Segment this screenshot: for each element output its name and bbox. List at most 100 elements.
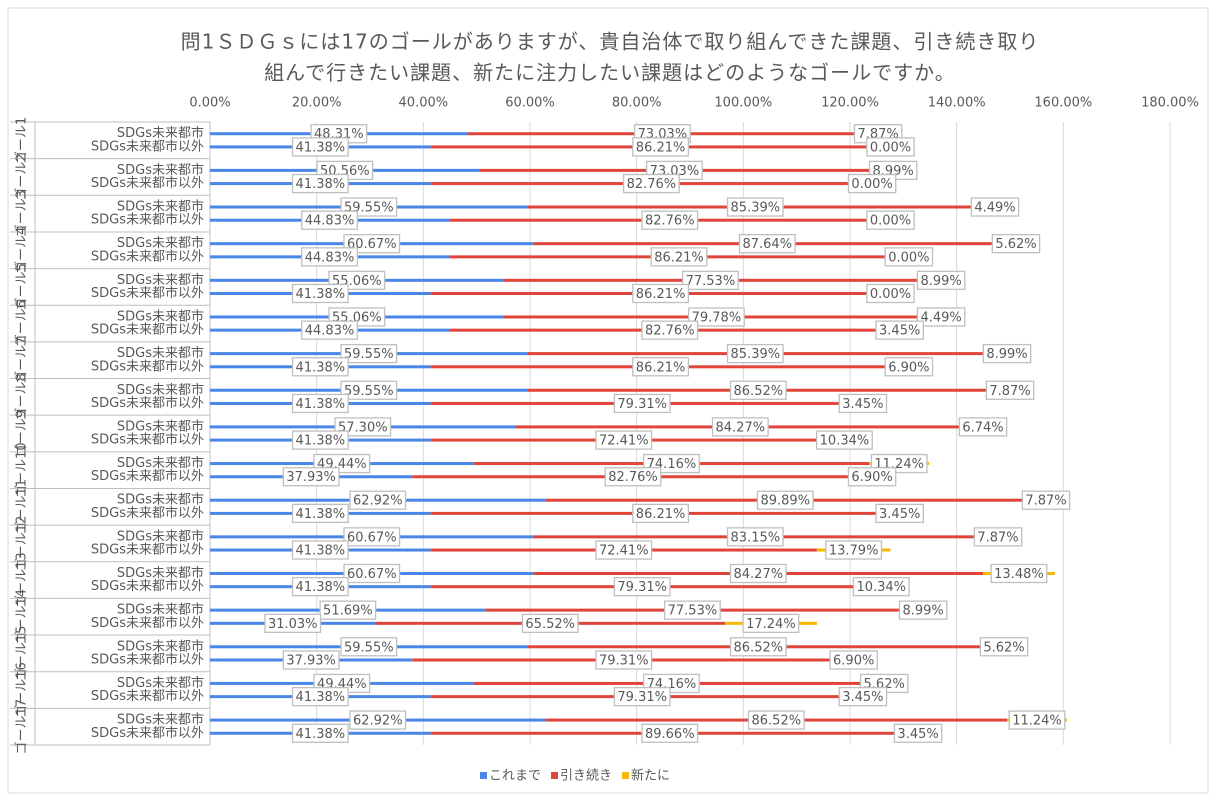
chart-title: 組んで行きたい課題、新たに注力したい課題はどのようなゴールですか。	[264, 61, 956, 85]
data-label: 79.31%	[617, 580, 667, 595]
data-label-box	[632, 283, 690, 304]
data-label: 5.62%	[983, 640, 1024, 655]
data-label: 41.38%	[296, 360, 346, 375]
data-label-box	[893, 723, 943, 743]
category-label: SDGs未来都市以外	[91, 688, 204, 704]
data-label-box	[349, 490, 407, 510]
data-label-box	[343, 563, 401, 584]
data-label: 8.99%	[920, 274, 961, 289]
data-label: 0.00%	[888, 250, 929, 265]
data-label-box	[291, 430, 349, 450]
data-label: 0.00%	[851, 177, 892, 192]
data-label-box	[916, 270, 966, 290]
data-label-box	[641, 723, 699, 743]
legend-swatch	[480, 772, 487, 779]
chart-title: 問1ＳＤＧｓには17のゴールがありますが、貴自治体で取り組んできた課題、引き続き…	[181, 30, 1040, 54]
category-label: SDGs未来都市	[117, 418, 204, 434]
category-label: SDGs未来都市	[117, 602, 204, 618]
data-label-box	[340, 343, 398, 364]
x-tick-label: 160.00%	[1034, 96, 1092, 111]
data-label-box	[663, 600, 721, 620]
data-label: 13.48%	[994, 567, 1044, 582]
data-label-box	[738, 234, 796, 254]
data-label: 13.79%	[829, 544, 879, 559]
data-label: 85.39%	[731, 347, 781, 362]
data-label-box	[282, 467, 340, 487]
x-tick-label: 120.00%	[821, 96, 879, 111]
data-label-box	[838, 393, 888, 414]
x-tick-label: 40.00%	[399, 96, 449, 111]
data-label: 4.49%	[920, 310, 961, 325]
data-label-box	[916, 307, 966, 327]
legend-swatch	[551, 772, 559, 779]
category-label: SDGs未来都市	[117, 712, 204, 728]
group-label: ゴール8	[14, 373, 30, 420]
category-label: SDGs未来都市	[117, 162, 204, 178]
data-label-box	[825, 540, 883, 560]
data-label: 59.55%	[344, 384, 394, 399]
data-label: 7.87%	[1025, 494, 1066, 509]
data-label-box	[632, 503, 690, 524]
data-label: 79.78%	[692, 310, 742, 325]
data-label: 65.52%	[525, 617, 575, 632]
category-label: SDGs未来都市以外	[91, 212, 204, 228]
data-label-box	[632, 357, 690, 377]
data-label: 87.64%	[742, 237, 792, 252]
category-label: SDGs未来都市以外	[91, 615, 204, 631]
category-label: SDGs未来都市	[117, 565, 204, 581]
data-label-box	[340, 380, 398, 400]
group-label: ゴール15	[14, 626, 30, 682]
data-label-box	[613, 577, 671, 597]
data-label-box	[291, 503, 349, 524]
data-label-box	[1021, 490, 1071, 510]
data-label-box	[291, 577, 349, 597]
group-label: ゴール1	[14, 117, 30, 164]
data-label: 72.41%	[599, 544, 649, 559]
data-label-box	[613, 686, 671, 707]
data-label: 3.45%	[879, 324, 920, 339]
data-label: 8.99%	[986, 347, 1027, 362]
category-label: SDGs未来都市	[117, 235, 204, 251]
legend-label: これまで	[489, 769, 541, 784]
data-label: 41.38%	[296, 397, 346, 412]
category-label: SDGs未来都市	[117, 528, 204, 544]
data-label: 57.30%	[338, 420, 388, 435]
data-label: 10.34%	[856, 580, 906, 595]
data-label: 79.31%	[599, 653, 649, 668]
data-label: 59.55%	[344, 640, 394, 655]
data-label: 82.76%	[645, 214, 695, 229]
data-label: 17.24%	[746, 617, 796, 632]
data-label-box	[641, 210, 699, 230]
data-label: 89.89%	[760, 494, 810, 509]
data-label: 86.52%	[734, 384, 784, 399]
data-label: 3.45%	[879, 507, 920, 522]
data-label: 82.76%	[645, 324, 695, 339]
data-label-box	[622, 173, 680, 194]
data-label: 6.74%	[962, 420, 1003, 435]
data-label: 41.38%	[296, 507, 346, 522]
category-label: SDGs未来都市	[117, 125, 204, 141]
data-label-box	[742, 613, 800, 633]
data-label: 0.00%	[870, 214, 911, 229]
category-label: SDGs未来都市	[117, 492, 204, 508]
category-label: SDGs未来都市以外	[91, 651, 204, 667]
data-label: 44.83%	[305, 250, 355, 265]
data-label-box	[958, 417, 1008, 437]
data-label: 41.38%	[296, 434, 346, 449]
group-label: ゴール11	[14, 479, 30, 535]
data-label: 86.21%	[654, 250, 704, 265]
category-label: SDGs未来都市	[117, 675, 204, 691]
data-label: 7.87%	[977, 530, 1018, 545]
data-label-box	[1008, 710, 1066, 730]
data-label: 59.55%	[344, 347, 394, 362]
data-label: 86.21%	[636, 140, 686, 155]
data-label: 6.90%	[851, 470, 892, 485]
data-label: 0.00%	[870, 140, 911, 155]
x-tick-label: 100.00%	[714, 96, 772, 111]
group-label: ゴール6	[14, 300, 30, 347]
data-label: 41.38%	[296, 287, 346, 302]
group-label: ゴール4	[14, 227, 30, 274]
data-label-box	[291, 540, 349, 560]
data-label-box	[970, 197, 1020, 217]
